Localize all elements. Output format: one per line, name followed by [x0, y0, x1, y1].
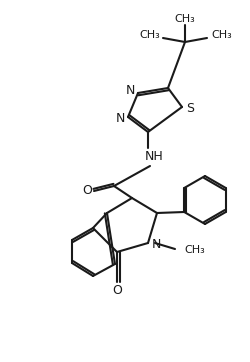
Text: NH: NH	[144, 151, 164, 164]
Text: CH₃: CH₃	[140, 30, 160, 40]
Text: CH₃: CH₃	[174, 14, 196, 24]
Text: N: N	[125, 84, 135, 97]
Text: CH₃: CH₃	[212, 30, 233, 40]
Text: N: N	[115, 113, 125, 126]
Text: S: S	[186, 101, 194, 114]
Text: O: O	[112, 285, 122, 298]
Text: N: N	[151, 239, 161, 252]
Text: CH₃: CH₃	[184, 245, 205, 255]
Text: O: O	[82, 185, 92, 198]
